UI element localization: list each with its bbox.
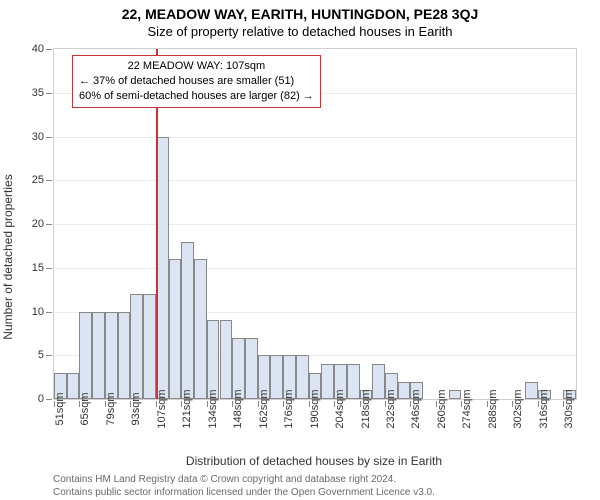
histogram-bar xyxy=(194,259,207,399)
annotation-box: 22 MEADOW WAY: 107sqm ← 37% of detached … xyxy=(72,55,321,108)
y-tick-label: 25 xyxy=(32,174,44,186)
histogram-bar xyxy=(105,312,118,400)
x-tick-label: 260sqm xyxy=(436,389,448,428)
footer-line-2: Contains public sector information licen… xyxy=(53,487,575,500)
histogram-bar xyxy=(118,312,131,400)
x-tick-label: 93sqm xyxy=(130,392,142,425)
y-tick-label: 0 xyxy=(38,393,44,405)
x-tick-label: 190sqm xyxy=(309,389,321,428)
chart-container: 22, MEADOW WAY, EARITH, HUNTINGDON, PE28… xyxy=(0,0,600,500)
chart-subtitle: Size of property relative to detached ho… xyxy=(0,22,600,39)
histogram-bar xyxy=(92,312,105,400)
x-tick-label: 302sqm xyxy=(512,389,524,428)
y-tick-label: 5 xyxy=(38,349,44,361)
histogram-bar xyxy=(67,373,80,399)
x-tick-label: 218sqm xyxy=(360,389,372,428)
y-tick-label: 20 xyxy=(32,218,44,230)
footer: Contains HM Land Registry data © Crown c… xyxy=(53,474,575,499)
x-tick-label: 79sqm xyxy=(105,392,117,425)
y-tick xyxy=(46,268,52,269)
histogram-bar xyxy=(79,312,92,400)
x-tick-label: 176sqm xyxy=(283,389,295,428)
x-tick-label: 204sqm xyxy=(334,389,346,428)
x-tick-label: 148sqm xyxy=(232,389,244,428)
y-tick xyxy=(46,312,52,313)
x-tick-label: 162sqm xyxy=(258,389,270,428)
chart-title: 22, MEADOW WAY, EARITH, HUNTINGDON, PE28… xyxy=(0,0,600,22)
y-tick xyxy=(46,355,52,356)
histogram-bar xyxy=(296,355,309,399)
x-tick-label: 65sqm xyxy=(79,392,91,425)
x-tick-label: 232sqm xyxy=(385,389,397,428)
y-tick-label: 40 xyxy=(32,43,44,55)
x-tick-label: 288sqm xyxy=(487,389,499,428)
y-tick-label: 15 xyxy=(32,262,44,274)
histogram-bar xyxy=(181,242,194,400)
y-tick-label: 30 xyxy=(32,131,44,143)
y-tick xyxy=(46,224,52,225)
gridline xyxy=(54,268,576,269)
gridline xyxy=(54,137,576,138)
x-tick-label: 121sqm xyxy=(181,389,193,428)
histogram-bar xyxy=(245,338,258,399)
x-tick-label: 134sqm xyxy=(207,389,219,428)
histogram-bar xyxy=(169,259,182,399)
histogram-bar xyxy=(347,364,360,399)
x-tick-label: 246sqm xyxy=(410,389,422,428)
histogram-bar xyxy=(321,364,334,399)
y-tick xyxy=(46,399,52,400)
x-tick-label: 330sqm xyxy=(563,389,575,428)
annotation-title: 22 MEADOW WAY: 107sqm xyxy=(79,59,314,74)
x-tick-label: 51sqm xyxy=(54,392,66,425)
x-tick-label: 274sqm xyxy=(461,389,473,428)
histogram-bar xyxy=(220,320,233,399)
histogram-bar xyxy=(398,382,411,400)
histogram-bar xyxy=(130,294,143,399)
histogram-bar xyxy=(449,390,462,399)
y-tick xyxy=(46,137,52,138)
y-tick-label: 10 xyxy=(32,306,44,318)
histogram-bar xyxy=(525,382,538,400)
annotation-line-smaller: ← 37% of detached houses are smaller (51… xyxy=(79,74,314,89)
histogram-bar xyxy=(270,355,283,399)
histogram-bar xyxy=(207,320,220,399)
y-tick xyxy=(46,49,52,50)
x-axis-label: Distribution of detached houses by size … xyxy=(53,454,575,468)
footer-line-1: Contains HM Land Registry data © Crown c… xyxy=(53,474,575,487)
annotation-line-larger: 60% of semi-detached houses are larger (… xyxy=(79,89,314,104)
histogram-bar xyxy=(143,294,156,399)
histogram-bar xyxy=(372,364,385,399)
y-tick xyxy=(46,93,52,94)
y-axis-label: Number of detached properties xyxy=(1,174,15,339)
plot-area: 051015202530354051sqm65sqm79sqm93sqm107s… xyxy=(53,48,577,400)
gridline xyxy=(54,224,576,225)
y-tick xyxy=(46,180,52,181)
y-tick-label: 35 xyxy=(32,87,44,99)
gridline xyxy=(54,180,576,181)
x-tick-label: 316sqm xyxy=(538,389,550,428)
